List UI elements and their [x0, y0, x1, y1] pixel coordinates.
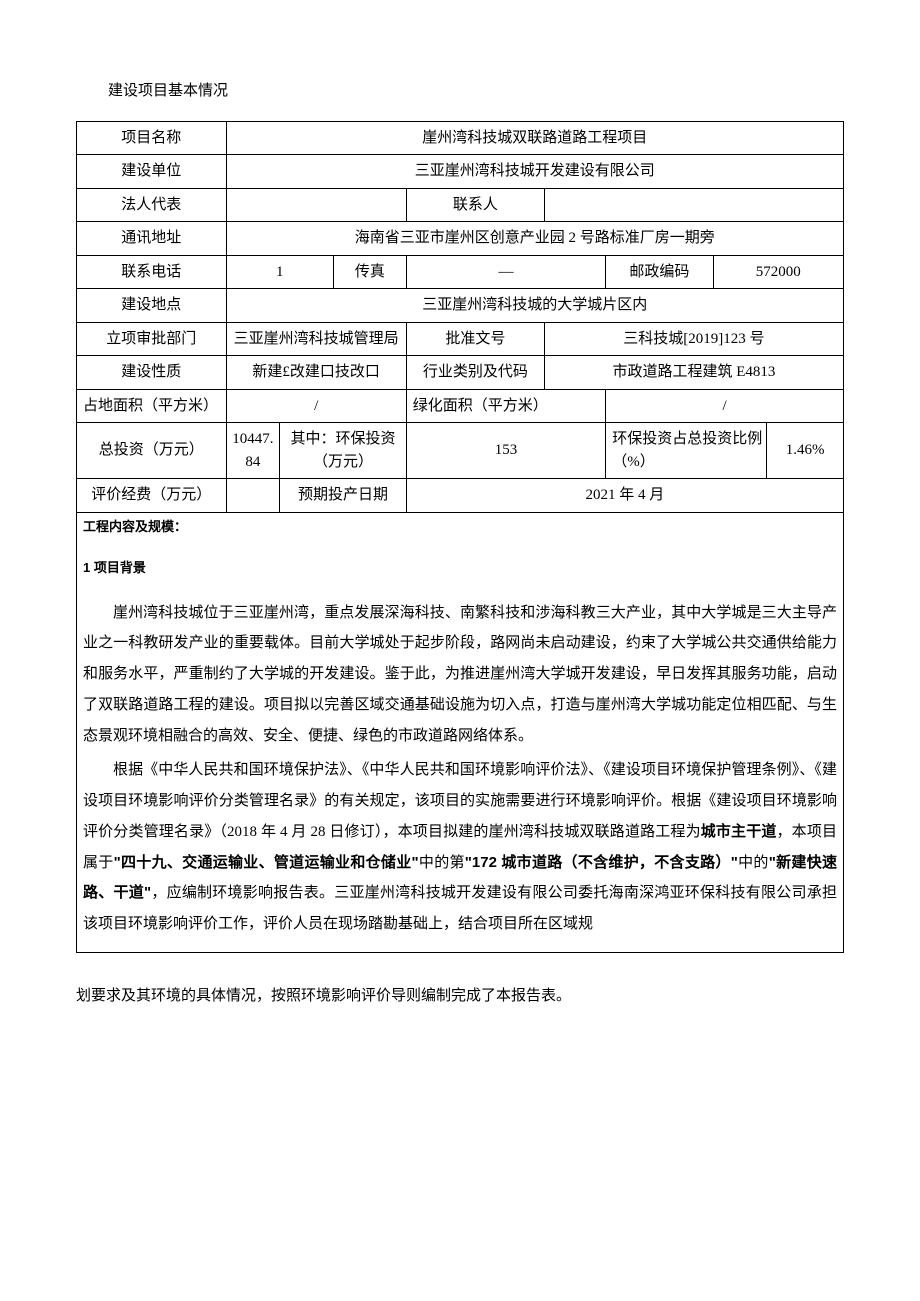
- label-green-area: 绿化面积（平方米）: [406, 389, 605, 423]
- value-postcode: 572000: [713, 255, 843, 289]
- label-contact: 联系人: [406, 188, 544, 222]
- p2-text-d: 中的第: [419, 855, 465, 871]
- label-phone: 联系电话: [77, 255, 227, 289]
- label-location: 建设地点: [77, 289, 227, 323]
- label-prod-date: 预期投产日期: [280, 479, 407, 513]
- table-row: 建设地点 三亚崖州湾科技城的大学城片区内: [77, 289, 844, 323]
- trailing-paragraph: 划要求及其环境的具体情况，按照环境影响评价导则编制完成了本报告表。: [76, 981, 844, 1011]
- value-legal-rep: [226, 188, 406, 222]
- table-row: 评价经费（万元） 预期投产日期 2021 年 4 月: [77, 479, 844, 513]
- value-industry-code: 市政道路工程建筑 E4813: [544, 356, 843, 390]
- table-row: 联系电话 1 传真 — 邮政编码 572000: [77, 255, 844, 289]
- value-builder: 三亚崖州湾科技城开发建设有限公司: [226, 155, 843, 189]
- label-build-nature: 建设性质: [77, 356, 227, 390]
- label-land-area: 占地面积（平方米）: [77, 389, 227, 423]
- value-approval-no: 三科技城[2019]123 号: [544, 322, 843, 356]
- p2-bold-1: 城市主干道: [701, 823, 777, 840]
- p2-bold-2: "四十九、交通运输业、管道运输业和仓储业": [114, 854, 419, 871]
- value-project-name: 崖州湾科技城双联路道路工程项目: [226, 121, 843, 155]
- p2-text-e: 中的: [738, 855, 769, 871]
- content-heading: 工程内容及规模：: [83, 517, 837, 537]
- paragraph-1: 崖州湾科技城位于三亚崖州湾，重点发展深海科技、南繁科技和涉海科教三大产业，其中大…: [83, 598, 837, 752]
- value-eval-cost: [226, 479, 280, 513]
- label-env-invest: 其中：环保投资（万元）: [280, 423, 407, 479]
- label-address: 通讯地址: [77, 222, 227, 256]
- label-fax: 传真: [333, 255, 406, 289]
- table-row: 建设性质 新建£改建口技改口 行业类别及代码 市政道路工程建筑 E4813: [77, 356, 844, 390]
- value-phone: 1: [226, 255, 333, 289]
- label-builder: 建设单位: [77, 155, 227, 189]
- page-title: 建设项目基本情况: [76, 80, 844, 103]
- value-approval-dept: 三亚崖州湾科技城管理局: [226, 322, 406, 356]
- label-env-ratio: 环保投资占总投资比例（%）: [606, 423, 767, 479]
- value-env-invest: 153: [406, 423, 605, 479]
- value-land-area: /: [226, 389, 406, 423]
- value-address: 海南省三亚市崖州区创意产业园 2 号路标准厂房一期旁: [226, 222, 843, 256]
- content-box: 工程内容及规模： 1 项目背景 崖州湾科技城位于三亚崖州湾，重点发展深海科技、南…: [76, 513, 844, 953]
- label-approval-dept: 立项审批部门: [77, 322, 227, 356]
- value-green-area: /: [606, 389, 844, 423]
- table-row: 建设单位 三亚崖州湾科技城开发建设有限公司: [77, 155, 844, 189]
- value-prod-date: 2021 年 4 月: [406, 479, 843, 513]
- label-project-name: 项目名称: [77, 121, 227, 155]
- table-row: 通讯地址 海南省三亚市崖州区创意产业园 2 号路标准厂房一期旁: [77, 222, 844, 256]
- label-total-invest: 总投资（万元）: [77, 423, 227, 479]
- value-location: 三亚崖州湾科技城的大学城片区内: [226, 289, 843, 323]
- paragraph-2: 根据《中华人民共和国环境保护法》、《中华人民共和国环境影响评价法》、《建设项目环…: [83, 755, 837, 940]
- table-row: 总投资（万元） 10447.84 其中：环保投资（万元） 153 环保投资占总投…: [77, 423, 844, 479]
- value-build-nature: 新建£改建口技改口: [226, 356, 406, 390]
- p2-text-f: ，应编制环境影响报告表。三亚崖州湾科技城开发建设有限公司委托海南深鸿亚环保科技有…: [83, 885, 837, 932]
- value-fax: —: [406, 255, 605, 289]
- p2-bold-3: "172 城市道路（不含维护，不含支路）": [465, 854, 738, 871]
- value-contact: [544, 188, 843, 222]
- value-env-ratio: 1.46%: [767, 423, 844, 479]
- table-row: 立项审批部门 三亚崖州湾科技城管理局 批准文号 三科技城[2019]123 号: [77, 322, 844, 356]
- label-postcode: 邮政编码: [606, 255, 713, 289]
- label-approval-no: 批准文号: [406, 322, 544, 356]
- label-eval-cost: 评价经费（万元）: [77, 479, 227, 513]
- label-legal-rep: 法人代表: [77, 188, 227, 222]
- value-total-invest: 10447.84: [226, 423, 280, 479]
- table-row: 法人代表 联系人: [77, 188, 844, 222]
- table-row: 项目名称 崖州湾科技城双联路道路工程项目: [77, 121, 844, 155]
- label-industry-code: 行业类别及代码: [406, 356, 544, 390]
- sub-heading-1: 1 项目背景: [83, 558, 837, 578]
- project-info-table: 项目名称 崖州湾科技城双联路道路工程项目 建设单位 三亚崖州湾科技城开发建设有限…: [76, 121, 844, 513]
- table-row: 占地面积（平方米） / 绿化面积（平方米） /: [77, 389, 844, 423]
